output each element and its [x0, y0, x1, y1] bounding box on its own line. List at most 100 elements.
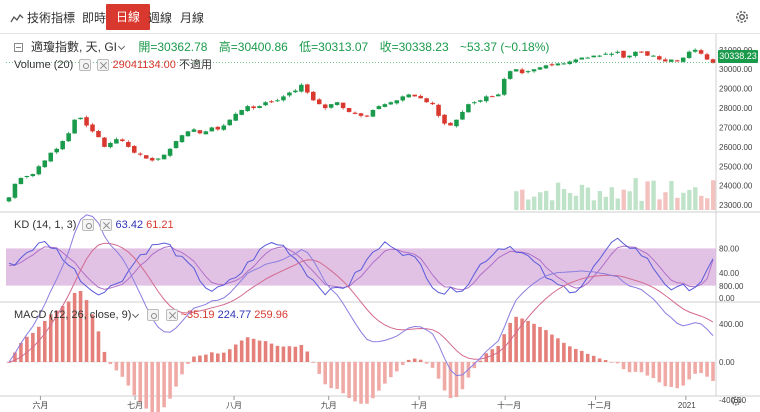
- candle-body: [24, 176, 30, 177]
- tech-indicator-button[interactable]: 技術指標: [10, 9, 75, 27]
- macd-hist-bar: [48, 314, 53, 362]
- kd-k-line: [8, 237, 714, 296]
- volume-bar: [538, 192, 543, 210]
- volume-bar: [705, 198, 710, 210]
- macd-hist-bar: [138, 362, 143, 403]
- time-axis-label: 七月: [127, 401, 143, 410]
- candle-body: [173, 141, 179, 149]
- candle-body: [639, 51, 644, 53]
- candle-body: [114, 139, 119, 144]
- price-axis-label: 23000.00: [719, 201, 753, 210]
- candle-body: [316, 99, 322, 105]
- macd-hist-bar: [329, 362, 333, 389]
- candle-body: [686, 51, 692, 59]
- tab-monthly[interactable]: 月線: [180, 11, 205, 25]
- candle-body: [460, 111, 465, 120]
- macd-hist-bar: [508, 322, 512, 362]
- symbol-label[interactable]: 適瓊指數, 天, GI: [31, 40, 118, 54]
- time-axis-label: 九月: [321, 401, 337, 410]
- macd-hist-bar: [412, 358, 417, 362]
- macd-axis-label: 0.00: [719, 358, 735, 367]
- macd-hist-bar: [210, 352, 214, 362]
- volume-legend: Volume (20) 29041134.00 不適用: [14, 56, 212, 72]
- volume-na: 不適用: [178, 59, 212, 71]
- candle-body: [221, 125, 227, 130]
- candle-body: [215, 126, 221, 130]
- kd-d-value: 61.21: [146, 219, 174, 231]
- chevron-down-icon[interactable]: [117, 43, 126, 51]
- chart-area[interactable]: 31000.0030000.0029000.0028000.0027000.00…: [0, 34, 760, 412]
- macd-axis-label: 800.00: [719, 282, 744, 291]
- macd-hist-bar: [168, 362, 172, 399]
- kd-close-icon[interactable]: [100, 219, 113, 232]
- volume-label: Volume (20): [14, 59, 74, 71]
- macd-hist-bar: [353, 362, 357, 402]
- volume-bar: [597, 191, 603, 210]
- macd-hist-bar: [54, 310, 59, 362]
- tab-intraday[interactable]: 即時: [82, 11, 107, 25]
- chart-svg[interactable]: 31000.0030000.0029000.0028000.0027000.00…: [0, 34, 760, 412]
- chart-settings-gear-icon[interactable]: [730, 395, 742, 407]
- candle-body: [227, 119, 233, 126]
- price-axis-label: 27000.00: [719, 123, 753, 132]
- macd-hist-bar: [186, 362, 190, 364]
- candle-body: [567, 61, 573, 65]
- volume-close-icon[interactable]: [97, 59, 110, 72]
- candle-body: [674, 60, 680, 62]
- volume-bar: [615, 198, 620, 210]
- macd-hist-bar: [520, 318, 524, 362]
- macd-settings-icon[interactable]: [147, 309, 160, 322]
- kd-settings-icon[interactable]: [82, 219, 95, 232]
- candle-body: [269, 101, 274, 103]
- volume-bar: [645, 181, 650, 210]
- candle-body: [478, 100, 483, 102]
- candle-body: [466, 104, 471, 113]
- candle-body: [287, 92, 292, 96]
- collapse-icon[interactable]: [14, 43, 23, 53]
- tab-daily[interactable]: 日線: [106, 4, 151, 30]
- volume-bar: [567, 192, 573, 210]
- macd-hist-bar: [657, 362, 662, 383]
- macd-hist-bar: [174, 362, 178, 387]
- macd-hist-bar: [400, 362, 405, 366]
- candle-body: [305, 84, 310, 93]
- macd-hist-bar: [574, 348, 578, 362]
- toolbar: 技術指標 即時 日線 週線 月線: [0, 0, 760, 34]
- candle-body: [108, 143, 113, 148]
- tab-weekly[interactable]: 週線: [148, 11, 173, 25]
- macd-hist-bar: [204, 354, 208, 362]
- volume-settings-icon[interactable]: [79, 59, 92, 72]
- macd-close-icon[interactable]: [165, 309, 178, 322]
- settings-gear-icon[interactable]: [734, 9, 750, 25]
- macd-hist-bar: [514, 316, 518, 362]
- candle-body: [18, 177, 24, 185]
- candle-body: [376, 106, 382, 110]
- candle-body: [621, 50, 626, 58]
- last-price-tag: 30338.23: [718, 50, 758, 63]
- chevron-down-icon[interactable]: [132, 310, 140, 318]
- macd-hist-bar: [150, 362, 154, 412]
- candle-body: [60, 141, 65, 150]
- macd-hist-bar: [615, 362, 620, 364]
- candle-body: [72, 119, 77, 134]
- candle-body: [645, 51, 650, 56]
- macd-hist-bar: [239, 340, 244, 362]
- macd-hist-bar: [436, 362, 441, 379]
- candle-body: [692, 49, 698, 52]
- volume-bar: [663, 192, 668, 210]
- price-axis-label: 29000.00: [719, 85, 753, 94]
- volume-bar: [603, 196, 609, 210]
- macd-hist-bar: [299, 344, 304, 362]
- candle-body: [454, 119, 459, 127]
- time-axis-label: 十一月: [497, 400, 521, 410]
- candle-body: [543, 65, 549, 69]
- volume-bar: [514, 191, 519, 210]
- candle-body: [472, 102, 477, 104]
- volume-bar: [532, 196, 537, 210]
- macd-hist-bar: [126, 362, 131, 386]
- candle-body: [233, 113, 238, 121]
- macd-hist-bar: [365, 362, 369, 404]
- candle-body: [48, 152, 54, 162]
- macd-hist-bar: [192, 356, 196, 362]
- price-axis-label: 28000.00: [719, 104, 753, 113]
